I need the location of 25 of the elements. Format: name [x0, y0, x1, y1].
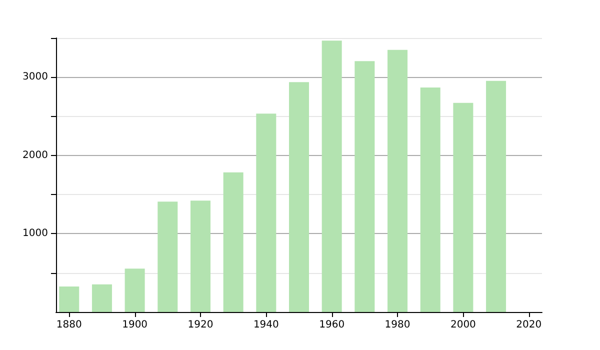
bar: [354, 61, 375, 312]
x-tick-label: 2000: [450, 320, 476, 330]
bar: [256, 114, 276, 312]
x-tick-label: 2020: [516, 320, 542, 330]
x-tick-label: 1900: [122, 320, 148, 330]
x-tick-label: 1880: [56, 320, 82, 330]
bar: [388, 50, 408, 312]
bar: [190, 200, 210, 312]
x-tick-label: 1920: [188, 320, 214, 330]
bar: [486, 80, 506, 312]
y-tick-label: 2000: [22, 150, 48, 161]
bar: [420, 88, 440, 312]
x-tick-label: 1980: [384, 320, 410, 330]
x-tick-label: 1940: [253, 320, 279, 330]
bar: [92, 284, 112, 312]
bar: [223, 172, 244, 312]
y-tick-label: 1000: [22, 228, 48, 240]
bar: [124, 268, 145, 312]
bar: [453, 102, 474, 312]
bar: [322, 40, 342, 312]
y-tick-label: 3000: [22, 72, 48, 83]
bar: [59, 286, 80, 312]
x-tick-label: 1960: [319, 320, 345, 330]
bar: [289, 82, 309, 312]
bar: [158, 202, 178, 312]
